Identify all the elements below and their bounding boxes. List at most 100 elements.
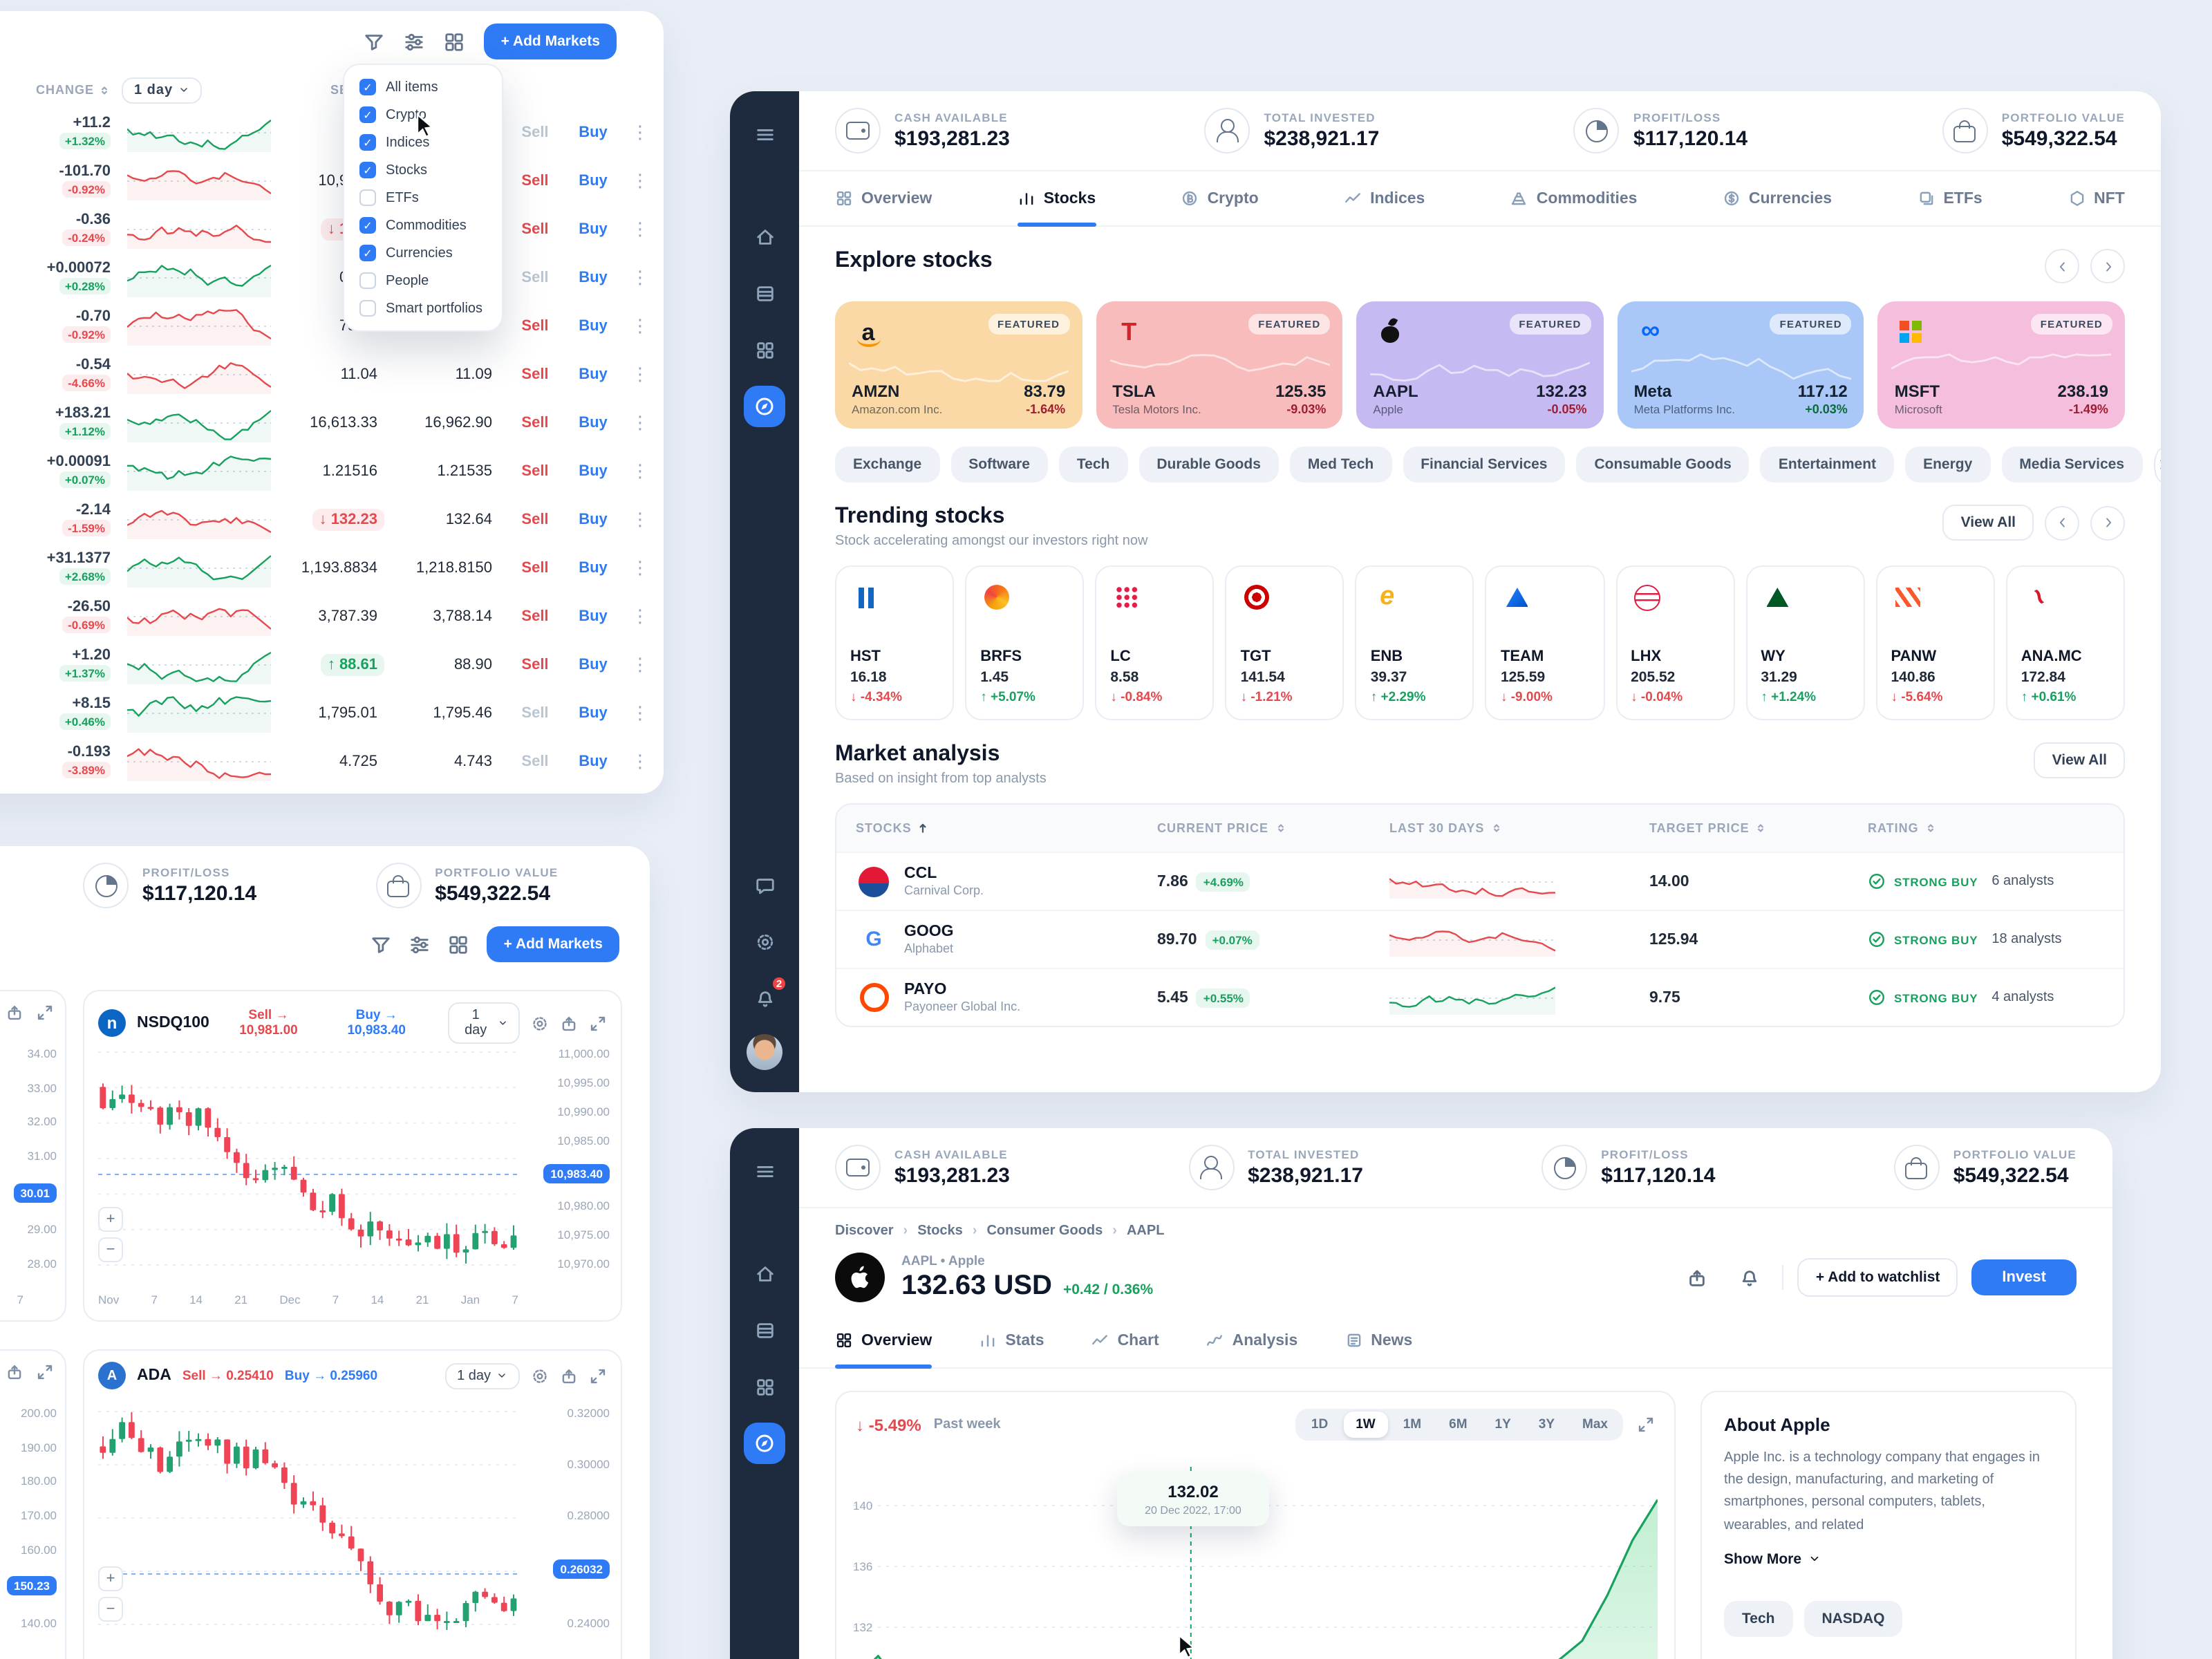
menu-icon[interactable] xyxy=(744,113,785,155)
share-icon[interactable] xyxy=(1678,1258,1716,1297)
chart-settings-icon[interactable] xyxy=(531,1014,549,1032)
trending-stock-card[interactable]: BRFS 1.45 +5.07% xyxy=(965,565,1085,720)
watchlist-row[interactable]: +8.15 +0.46% 1,795.01 1,795.46 Sell Buy … xyxy=(0,688,664,737)
add-markets-button[interactable]: + Add Markets xyxy=(487,926,619,962)
category-chip[interactable]: Financial Services xyxy=(1403,447,1566,482)
trending-stock-card[interactable]: WY 31.29 +1.24% xyxy=(1745,565,1865,720)
row-menu-icon[interactable]: ⋮ xyxy=(631,508,649,529)
sell-button[interactable]: Sell xyxy=(521,753,549,769)
trending-stock-card[interactable]: ENB 39.37 +2.29% xyxy=(1355,565,1474,720)
range-button[interactable]: 1D xyxy=(1299,1412,1340,1438)
analysis-view-all-button[interactable]: View All xyxy=(2034,742,2125,778)
filter-menu-item[interactable]: Smart portfolios xyxy=(344,294,502,322)
buy-button[interactable]: Buy xyxy=(579,753,608,769)
share-icon[interactable] xyxy=(560,1014,578,1032)
tab-overview[interactable]: Overview xyxy=(835,171,932,225)
sell-button[interactable]: Sell xyxy=(521,269,549,285)
buy-button[interactable]: Buy xyxy=(579,317,608,334)
buy-button[interactable]: Buy xyxy=(579,414,608,431)
price-chart[interactable] xyxy=(98,1047,518,1271)
category-chip[interactable]: Energy xyxy=(1905,447,1991,482)
category-chip[interactable]: Entertainment xyxy=(1760,447,1895,482)
watchlist-row[interactable]: -0.70 -0.92% 75.18 75.23 Sell Buy ⋮ xyxy=(0,301,664,350)
category-chip[interactable]: Tech xyxy=(1058,447,1128,482)
show-more-button[interactable]: Show More xyxy=(1724,1551,1821,1568)
tab-etfs[interactable]: ETFs xyxy=(1917,171,1983,225)
buy-button[interactable]: Buy xyxy=(579,608,608,624)
checkbox[interactable] xyxy=(359,134,376,151)
buy-button[interactable]: Buy xyxy=(579,269,608,285)
row-menu-icon[interactable]: ⋮ xyxy=(631,218,649,238)
row-menu-icon[interactable]: ⋮ xyxy=(631,121,649,142)
zoom-out-button[interactable]: − xyxy=(98,1597,123,1622)
watchlist-row[interactable]: +183.21 +1.12% 16,613.33 16,962.90 Sell … xyxy=(0,398,664,447)
markets-table-icon[interactable] xyxy=(744,272,785,314)
home-icon[interactable] xyxy=(744,216,785,257)
tab-news[interactable]: News xyxy=(1344,1313,1412,1367)
menu-icon[interactable] xyxy=(744,1150,785,1192)
trending-stock-card[interactable]: TEAM 125.59 -9.00% xyxy=(1485,565,1605,720)
add-to-watchlist-button[interactable]: + Add to watchlist xyxy=(1797,1258,1958,1297)
sell-button[interactable]: Sell xyxy=(521,124,549,140)
trending-stock-card[interactable]: LC 8.58 -0.84% xyxy=(1095,565,1215,720)
category-chip[interactable]: Exchange xyxy=(835,447,940,482)
sell-button[interactable]: Sell xyxy=(521,462,549,479)
checkbox[interactable] xyxy=(359,245,376,261)
chart-settings-icon[interactable] xyxy=(531,1367,549,1385)
sell-button[interactable]: Sell xyxy=(521,221,549,237)
chips-scroll-right-icon[interactable] xyxy=(2153,447,2161,482)
row-menu-icon[interactable]: ⋮ xyxy=(631,556,649,577)
expand-icon[interactable] xyxy=(36,1004,54,1022)
filter-menu-item[interactable]: All items xyxy=(344,73,502,101)
layout-grid-icon[interactable] xyxy=(444,31,465,52)
analysis-row[interactable]: PAYO Payoneer Global Inc. 5.45 +0.55% 9.75… xyxy=(836,968,2124,1026)
sliders-icon[interactable] xyxy=(410,934,431,955)
filter-icon[interactable] xyxy=(364,31,385,52)
tab-currencies[interactable]: Currencies xyxy=(1723,171,1832,225)
col-current-price[interactable]: CURRENT PRICE xyxy=(1157,821,1389,835)
tab-crypto[interactable]: Crypto xyxy=(1181,171,1259,225)
category-chip[interactable]: Med Tech xyxy=(1289,447,1392,482)
row-menu-icon[interactable]: ⋮ xyxy=(631,750,649,771)
filter-menu-item[interactable]: ETFs xyxy=(344,184,502,212)
sell-button[interactable]: Sell xyxy=(521,414,549,431)
sell-price-button[interactable]: Sell → 10,981.00 xyxy=(221,1008,317,1038)
watchlist-row[interactable]: +1.20 +1.37% 88.61 88.90 Sell Buy ⋮ xyxy=(0,640,664,688)
checkbox[interactable] xyxy=(359,79,376,95)
change-column-header[interactable]: CHANGE xyxy=(36,82,122,97)
home-icon[interactable] xyxy=(744,1253,785,1294)
row-menu-icon[interactable]: ⋮ xyxy=(631,411,649,432)
trending-stock-card[interactable]: ANA.MC 172.84 +0.61% xyxy=(2005,565,2125,720)
chat-icon[interactable] xyxy=(744,864,785,906)
expand-icon[interactable] xyxy=(589,1014,607,1032)
filter-menu-item[interactable]: Crypto xyxy=(344,101,502,129)
category-chip[interactable]: Durable Goods xyxy=(1138,447,1279,482)
buy-button[interactable]: Buy xyxy=(579,559,608,576)
settings-gear-icon[interactable] xyxy=(744,921,785,962)
sell-button[interactable]: Sell xyxy=(521,656,549,673)
expand-icon[interactable] xyxy=(36,1363,54,1381)
breadcrumb-item[interactable]: Consumer Goods xyxy=(986,1224,1117,1239)
watchlist-row[interactable]: +31.1377 +2.68% 1,193.8834 1,218.8150 Se… xyxy=(0,543,664,592)
zoom-in-button[interactable]: + xyxy=(98,1566,123,1591)
row-menu-icon[interactable]: ⋮ xyxy=(631,653,649,674)
stock-tag[interactable]: Tech xyxy=(1724,1600,1793,1637)
sell-button[interactable]: Sell xyxy=(521,704,549,721)
checkbox[interactable] xyxy=(359,300,376,317)
zoom-in-button[interactable]: + xyxy=(98,1207,123,1232)
tab-chart[interactable]: Chart xyxy=(1091,1313,1159,1367)
explore-next-icon[interactable] xyxy=(2090,249,2125,283)
tab-analysis[interactable]: Analysis xyxy=(1206,1313,1297,1367)
price-area-chart[interactable] xyxy=(853,1467,1658,1659)
sell-button[interactable]: Sell xyxy=(521,172,549,189)
filter-icon[interactable] xyxy=(371,934,392,955)
sliders-icon[interactable] xyxy=(404,31,425,52)
range-button[interactable]: 1M xyxy=(1391,1412,1434,1438)
buy-button[interactable]: Buy xyxy=(579,366,608,382)
category-chip[interactable]: Software xyxy=(950,447,1048,482)
period-select[interactable]: 1 day xyxy=(447,1002,520,1044)
watchlist-row[interactable]: -26.50 -0.69% 3,787.39 3,788.14 Sell Buy… xyxy=(0,592,664,640)
watchlist-row[interactable]: +0.00072 +0.28% 0.254 Sell Buy ⋮ xyxy=(0,253,664,301)
